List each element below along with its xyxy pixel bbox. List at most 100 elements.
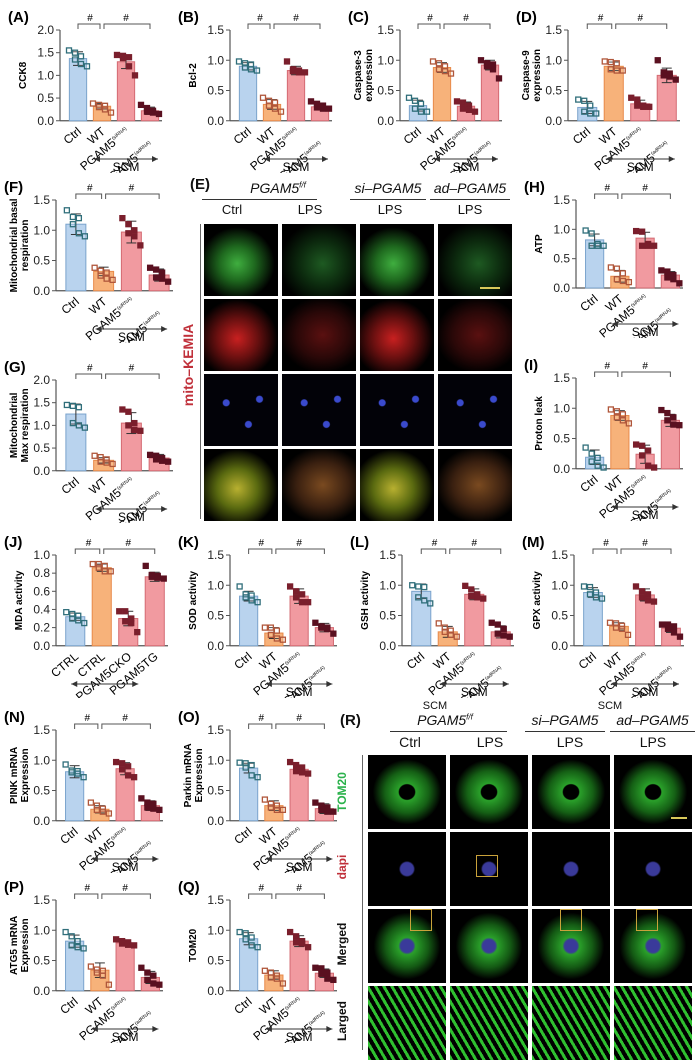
svg-text:#: #: [258, 883, 264, 894]
bar: [480, 64, 500, 122]
chart-panel-d: (D) 0.0 0.5 1.0 1.5 Caspase-9 expression Ctrl WT…: [516, 8, 686, 189]
column-header-ctrl: Ctrl: [221, 202, 243, 217]
bar-chart: (O) 0.0 0.5 1.0 1.5 Parkin mRNA Expression Ctrl…: [178, 709, 337, 889]
micrograph-tile-large: [368, 986, 446, 1060]
group-label-scm: SCM: [627, 160, 654, 173]
group-label-scm: SCM: [118, 510, 145, 523]
svg-text:#: #: [603, 538, 609, 549]
y-axis-label: Parkin mRNA: [183, 743, 194, 807]
chart-panel-b: (B) 0.0 0.5 1.0 1.5 Bcl-2 Ctrl WT PGAM5(siRNA) PG…: [178, 8, 338, 189]
chart-panel-f: (F) 0.0 0.5 1.0 1.5 Mitochondrial basal respir…: [4, 178, 179, 359]
chart-panel-c: (C) 0.0 0.5 1.0 1.5 Caspase-3 expression Ctrl WT…: [348, 8, 508, 189]
y-axis-label: Bcl-2: [188, 63, 199, 88]
y-axis-label: Max respiration: [20, 388, 31, 462]
micrograph-tile-mergedR: [532, 909, 610, 983]
y-tick-label: 0.0: [33, 984, 50, 998]
y-tick-label: 1.0: [553, 401, 570, 415]
zoom-region-box: [410, 909, 432, 931]
svg-text:#: #: [427, 13, 433, 24]
y-tick-label: 0.5: [553, 252, 570, 266]
micrograph-tile-merged-dim: [438, 449, 512, 521]
column-header-ctrl: Ctrl: [399, 734, 421, 750]
svg-text:#: #: [604, 183, 610, 194]
svg-text:#: #: [122, 883, 128, 894]
y-tick-label: 0.0: [207, 639, 224, 653]
micrograph-tile-red-dim: [282, 299, 356, 371]
x-tick-label: Ctrl: [404, 649, 427, 672]
svg-text:#: #: [296, 883, 302, 894]
svg-text:#: #: [293, 13, 299, 24]
bar: [238, 65, 258, 122]
genotype-header-ad: ad–PGAM5: [616, 712, 689, 728]
panel-letter: (I): [524, 357, 538, 374]
y-tick-label: 1.0: [33, 223, 50, 237]
svg-text:#: #: [87, 363, 93, 374]
chart-panel-h: (H) 0.0 0.5 1.0 1.5 ATP Ctrl WT PGAM5(siRNA) PGAM…: [524, 178, 689, 356]
panel-letter-r: (R): [340, 712, 361, 729]
bar: [286, 70, 306, 122]
x-tick-label: Ctrl: [577, 292, 600, 315]
y-axis-label: Mitochondrial basal: [9, 198, 20, 292]
svg-text:#: #: [257, 13, 263, 24]
svg-text:#: #: [129, 183, 135, 194]
y-tick-label: 1.0: [553, 222, 570, 236]
y-tick-label: 0.5: [33, 254, 50, 268]
genotype-sup: f/f: [299, 180, 306, 190]
group-label-scm: SCM: [632, 325, 659, 338]
svg-text:#: #: [84, 713, 90, 724]
micrograph-tile-mito: [450, 755, 528, 829]
row-divider-line: [200, 224, 201, 519]
panel-letter-e: (E): [190, 176, 210, 193]
svg-text:#: #: [642, 183, 648, 194]
svg-text:#: #: [432, 538, 438, 549]
y-tick-label: 0.0: [207, 984, 224, 998]
panel-r-micrographs: (R) SCM SCM PGAM5f/f si–PGAM5 ad–PGAM5 C…: [335, 700, 697, 1060]
column-header-lps: LPS: [457, 202, 483, 217]
y-axis-label: Expression: [20, 748, 31, 802]
y-tick-label: 0.5: [207, 784, 224, 798]
y-axis-label: Proton leak: [534, 396, 545, 451]
y-tick-label: 1.5: [377, 23, 394, 37]
group-label-scm: SCM: [632, 685, 659, 698]
micrograph-tile-green-dim: [282, 224, 356, 296]
header-divider: [430, 199, 510, 200]
chart-panel-g: (G) 0.0 0.5 1.0 1.5 2.0 Mitochondrial Max respi…: [4, 358, 179, 539]
micrograph-tile-red-dim: [438, 299, 512, 371]
y-tick-label: 1.5: [207, 723, 224, 737]
group-label-scm: SCM: [461, 685, 488, 698]
genotype-header-si: si–PGAM5: [531, 712, 599, 728]
y-tick-label: 0.5: [553, 432, 570, 446]
y-axis-label: PINK mRNA: [9, 747, 20, 804]
bar: [144, 576, 165, 647]
bar: [603, 65, 624, 122]
scm-label: SCM: [422, 700, 448, 712]
x-tick-label: Ctrl: [61, 124, 84, 147]
y-axis-label: TOM20: [188, 928, 199, 962]
y-tick-label: 1.5: [207, 893, 224, 907]
chart-panel-m: (M) 0.0 0.5 1.0 1.5 GPX activity Ctrl WT PGAM5(s…: [522, 533, 690, 714]
header-divider: [390, 731, 507, 732]
y-tick-label: 0.5: [207, 84, 224, 98]
micrograph-tile-large: [532, 986, 610, 1060]
y-tick-label: 0.5: [545, 84, 562, 98]
y-tick-label: 1.5: [553, 371, 570, 385]
panel-letter: (O): [178, 709, 200, 726]
svg-text:#: #: [123, 13, 129, 24]
column-header-lps: LPS: [476, 734, 504, 750]
x-tick-label: Ctrl: [231, 649, 254, 672]
y-tick-label: 0.2: [33, 621, 50, 635]
svg-text:#: #: [84, 883, 90, 894]
svg-text:#: #: [87, 183, 93, 194]
chart-panel-j: (J) 0.0 0.2 0.4 0.6 0.8 1.0 MDA activity CTRL CTR…: [4, 533, 174, 704]
y-tick-label: 0.0: [37, 114, 54, 128]
y-axis-label: Expression: [20, 918, 31, 972]
y-tick-label: 0.0: [545, 114, 562, 128]
header-divider: [610, 731, 695, 732]
